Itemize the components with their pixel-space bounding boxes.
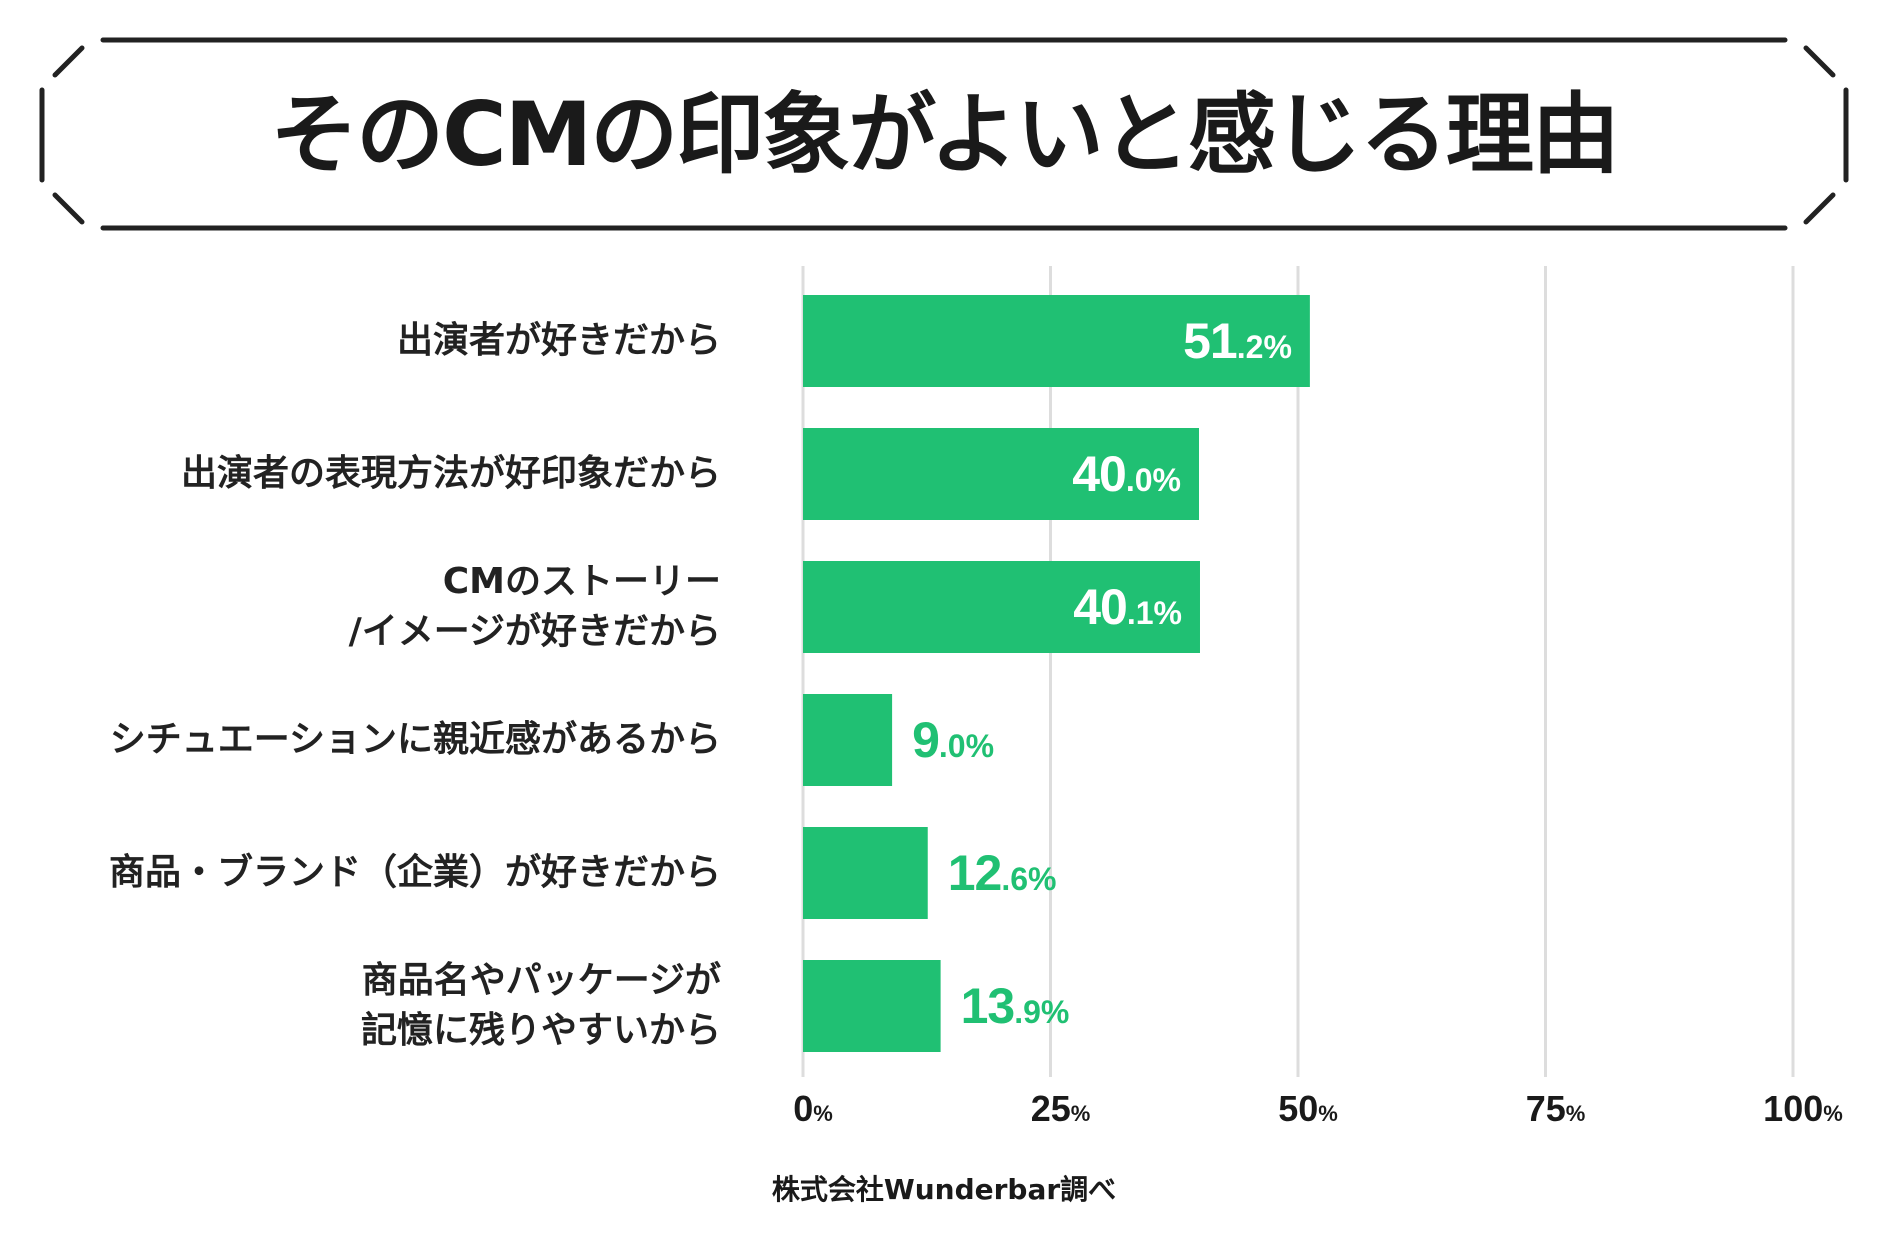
data-label: 40.1% <box>1073 579 1182 635</box>
chart-title: そのCMの印象がよいと感じる理由 <box>270 83 1620 186</box>
x-tick-label: 50% <box>1278 1088 1338 1129</box>
bar <box>803 827 928 919</box>
bar <box>803 694 893 786</box>
category-label: 商品名やパッケージが 記憶に残りやすいから <box>360 960 721 1051</box>
category-label: 出演者の表現方法が好印象だから <box>180 453 721 494</box>
source-note: 株式会社Wunderbar調べ <box>771 1173 1117 1206</box>
category-label: 商品・ブランド（企業）が好きだから <box>108 852 721 893</box>
x-tick-label: 25% <box>1030 1088 1091 1129</box>
x-tick-label: 75% <box>1525 1088 1586 1129</box>
data-label: 13.9% <box>960 978 1070 1034</box>
category-label: 出演者が好きだから <box>396 320 721 361</box>
category-label: シチュエーションに親近感があるから <box>109 719 721 760</box>
x-tick-label: 100% <box>1763 1088 1843 1129</box>
data-label: 40.0% <box>1072 446 1181 502</box>
bar <box>803 428 1199 520</box>
data-label: 9.0% <box>912 712 995 768</box>
data-label: 51.2% <box>1183 313 1292 369</box>
data-label: 12.6% <box>947 845 1057 901</box>
bar <box>803 960 941 1052</box>
category-label: CMのストーリー /イメージが好きだから <box>348 561 721 652</box>
bar <box>803 561 1200 653</box>
x-tick-label: 0% <box>793 1088 833 1129</box>
bar <box>803 295 1310 387</box>
